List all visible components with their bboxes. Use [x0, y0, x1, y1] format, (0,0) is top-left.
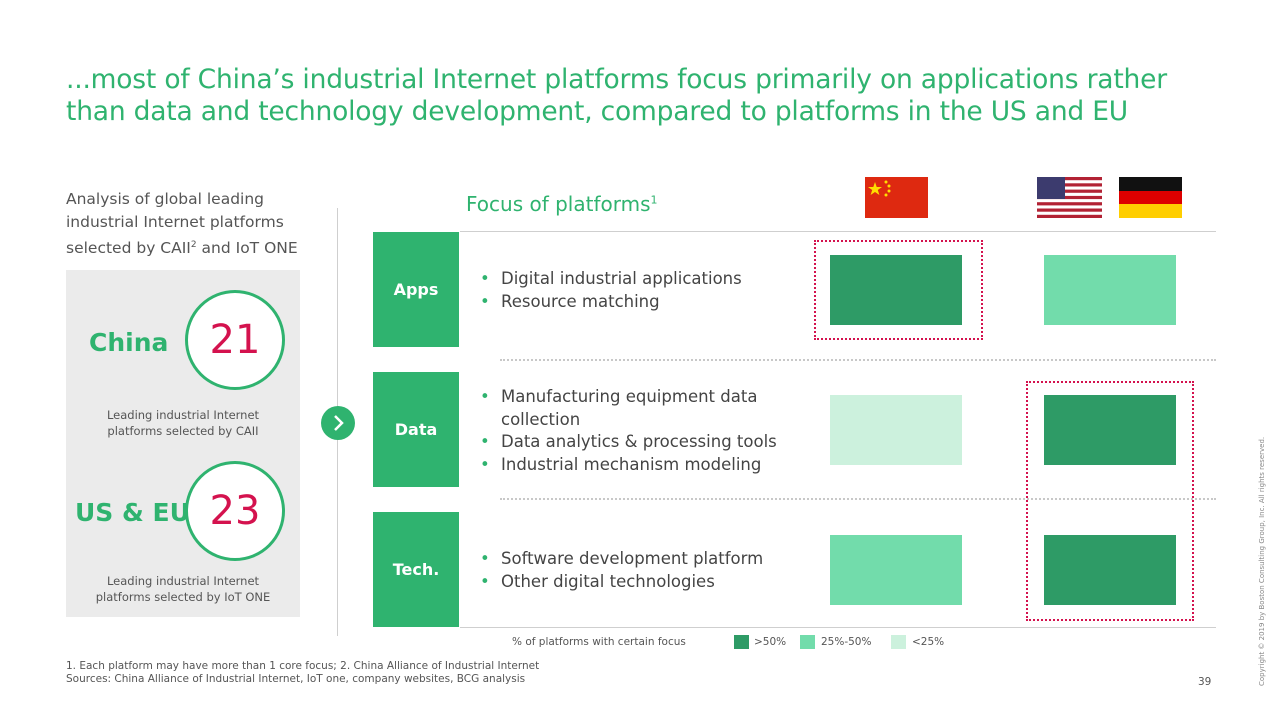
- china-label: China: [89, 328, 169, 357]
- us-eu-highlight-box: [1026, 381, 1194, 621]
- focus-title: Focus of platforms1: [466, 192, 658, 216]
- us-eu-tech-cell: [1044, 535, 1176, 605]
- legend-swatch-high: [734, 635, 749, 649]
- sources: Sources: China Alliance of Industrial In…: [66, 673, 526, 685]
- us-flag-icon: [1037, 177, 1102, 218]
- analysis-description: Analysis of global leading industrial In…: [66, 188, 326, 260]
- footnote: 1. Each platform may have more than 1 co…: [66, 660, 540, 672]
- legend-item-low: <25%: [912, 636, 945, 648]
- legend-item-high: >50%: [754, 636, 787, 648]
- footnotes: 1. Each platform may have more than 1 co…: [66, 660, 539, 686]
- china-count: 21: [209, 317, 261, 363]
- row-label-data: Data: [373, 372, 459, 487]
- list-item: Industrial mechanism modeling: [480, 454, 777, 477]
- china-apps-cell: [830, 255, 962, 325]
- table-bottom-line: [460, 627, 1216, 628]
- intro-line: industrial Internet platforms: [66, 213, 284, 231]
- intro-line: Analysis of global leading: [66, 190, 265, 208]
- us-eu-apps-cell: [1044, 255, 1176, 325]
- china-count-circle: 21: [185, 290, 285, 390]
- row-divider: [500, 359, 1216, 361]
- row-divider: [500, 498, 1216, 500]
- apps-bullet-list: Digital industrial applications Resource…: [480, 268, 742, 313]
- us-eu-label: US & EU: [75, 498, 190, 527]
- china-apps-highlight-box: [814, 240, 983, 340]
- list-item: Digital industrial applications: [480, 268, 742, 291]
- page-title: ...most of China’s industrial Internet p…: [66, 64, 1167, 127]
- chevron-right-icon: [321, 406, 355, 440]
- row-label-tech: Tech.: [373, 512, 459, 627]
- tech-bullet-list: Software development platform Other digi…: [480, 548, 763, 593]
- row-label-apps: Apps: [373, 232, 459, 347]
- legend-label: % of platforms with certain focus: [512, 636, 686, 648]
- page-number: 39: [1198, 676, 1212, 688]
- legend-swatch-medium: [800, 635, 815, 649]
- china-data-cell: [830, 395, 962, 465]
- us-eu-count-circle: 23: [185, 461, 285, 561]
- legend-item-medium: 25%-50%: [821, 636, 872, 648]
- us-eu-data-cell: [1044, 395, 1176, 465]
- list-item: Software development platform: [480, 548, 763, 571]
- us-eu-count: 23: [209, 488, 261, 534]
- platform-count-panel: China 21 Leading industrial Internet pla…: [66, 270, 300, 617]
- copyright-notice: Copyright © 2019 by Boston Consulting Gr…: [1258, 436, 1266, 686]
- list-item: Other digital technologies: [480, 571, 763, 594]
- table-top-line: [460, 231, 1216, 232]
- germany-flag-icon: [1119, 177, 1182, 218]
- list-item: Data analytics & processing tools: [480, 431, 777, 454]
- china-tech-cell: [830, 535, 962, 605]
- legend-swatch-low: [891, 635, 906, 649]
- list-item: Resource matching: [480, 291, 742, 314]
- us-eu-caption: Leading industrial Internet platforms se…: [95, 574, 271, 604]
- china-flag-icon: [865, 177, 928, 218]
- intro-line: selected by CAII2 and IoT ONE: [66, 239, 298, 258]
- china-caption: Leading industrial Internet platforms se…: [106, 408, 260, 438]
